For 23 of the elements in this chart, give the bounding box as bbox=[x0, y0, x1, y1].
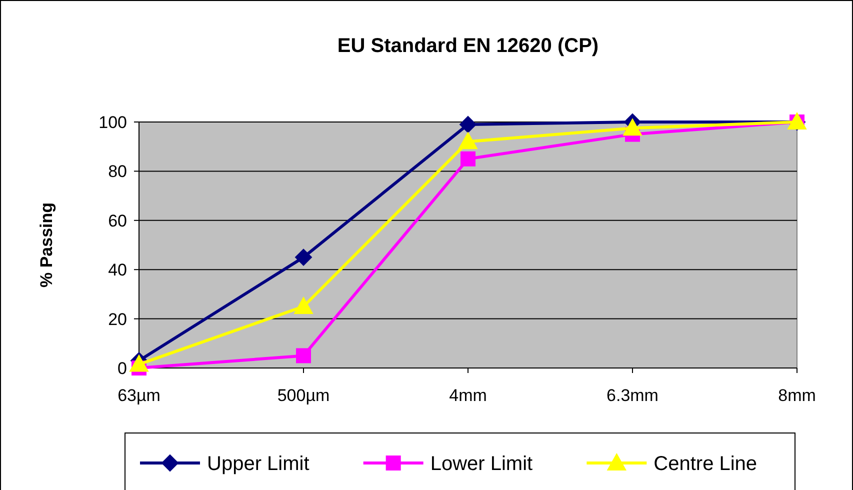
legend-label: Upper Limit bbox=[207, 453, 310, 475]
point bbox=[623, 118, 642, 136]
y-tick-label: 0 bbox=[118, 358, 127, 378]
point bbox=[296, 348, 311, 364]
y-tick-label: 80 bbox=[108, 162, 127, 182]
x-tick-label: 8mm bbox=[778, 386, 816, 405]
point bbox=[460, 116, 476, 133]
legend-label: Centre Line bbox=[654, 453, 758, 475]
y-tick-label: 20 bbox=[108, 310, 127, 329]
y-axis-title: % Passing bbox=[37, 202, 56, 288]
y-tick-label: 60 bbox=[108, 211, 127, 230]
x-tick-label: 4mm bbox=[449, 386, 487, 405]
x-tick-label: 63µm bbox=[118, 386, 160, 405]
point bbox=[295, 248, 312, 266]
point bbox=[458, 132, 478, 150]
legend-label: Lower Limit bbox=[430, 453, 534, 475]
chart-title: EU Standard EN 12620 (CP) bbox=[337, 35, 599, 57]
x-tick-label: 6.3mm bbox=[606, 386, 658, 405]
point bbox=[460, 151, 476, 166]
y-tick-label: 100 bbox=[98, 112, 127, 132]
x-tick-label: 500µm bbox=[277, 386, 330, 405]
point bbox=[294, 297, 313, 314]
y-tick-label: 40 bbox=[108, 260, 127, 280]
